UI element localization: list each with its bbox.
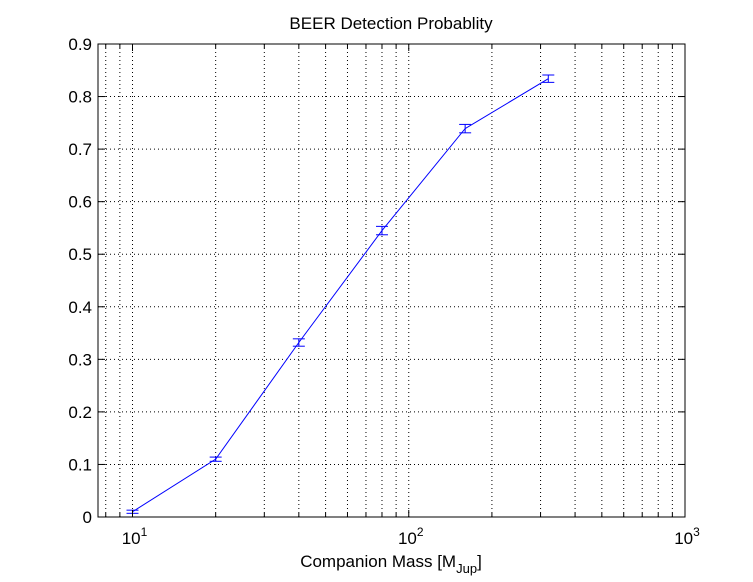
x-axis-label: Companion Mass [MJup]: [300, 552, 482, 576]
x-tick-label-exponent: 3: [693, 525, 700, 539]
error-bar: [375, 225, 388, 236]
tick-layer: [98, 43, 685, 518]
y-tick-label: 0: [83, 508, 92, 527]
series-line: [132, 78, 549, 513]
y-tick-label: 0.3: [68, 350, 92, 369]
error-bar: [459, 123, 472, 134]
x-axis-label-subscript: Jup: [456, 561, 477, 576]
grid-layer: [98, 44, 685, 517]
error-bar: [292, 338, 305, 347]
y-tick-label: 0.9: [68, 35, 92, 54]
x-axis-label-close: ]: [477, 552, 482, 571]
x-axis-label-main: Companion Mass [M: [300, 552, 456, 571]
y-tick-label: 0.2: [68, 403, 92, 422]
plot-frame: [97, 43, 686, 518]
x-tick-label-base: 10: [674, 529, 693, 548]
chart-title: BEER Detection Probablity: [289, 14, 493, 33]
x-tick-label-base: 10: [398, 529, 417, 548]
plot-area: [98, 44, 685, 517]
y-tick-label: 0.4: [68, 298, 92, 317]
x-tick-label-base: 10: [122, 529, 141, 548]
x-tick-label-exponent: 2: [417, 525, 424, 539]
y-tick-label: 0.6: [68, 193, 92, 212]
x-tick-label: 103: [674, 525, 700, 548]
error-bar: [542, 74, 555, 83]
x-tick-label: 102: [398, 525, 424, 548]
x-tick-label: 101: [122, 525, 148, 548]
y-tick-label: 0.1: [68, 455, 92, 474]
x-tick-label-exponent: 1: [141, 525, 148, 539]
y-tick-label: 0.8: [68, 88, 92, 107]
y-tick-label: 0.5: [68, 245, 92, 264]
error-bar: [209, 456, 222, 462]
y-tick-label: 0.7: [68, 140, 92, 159]
